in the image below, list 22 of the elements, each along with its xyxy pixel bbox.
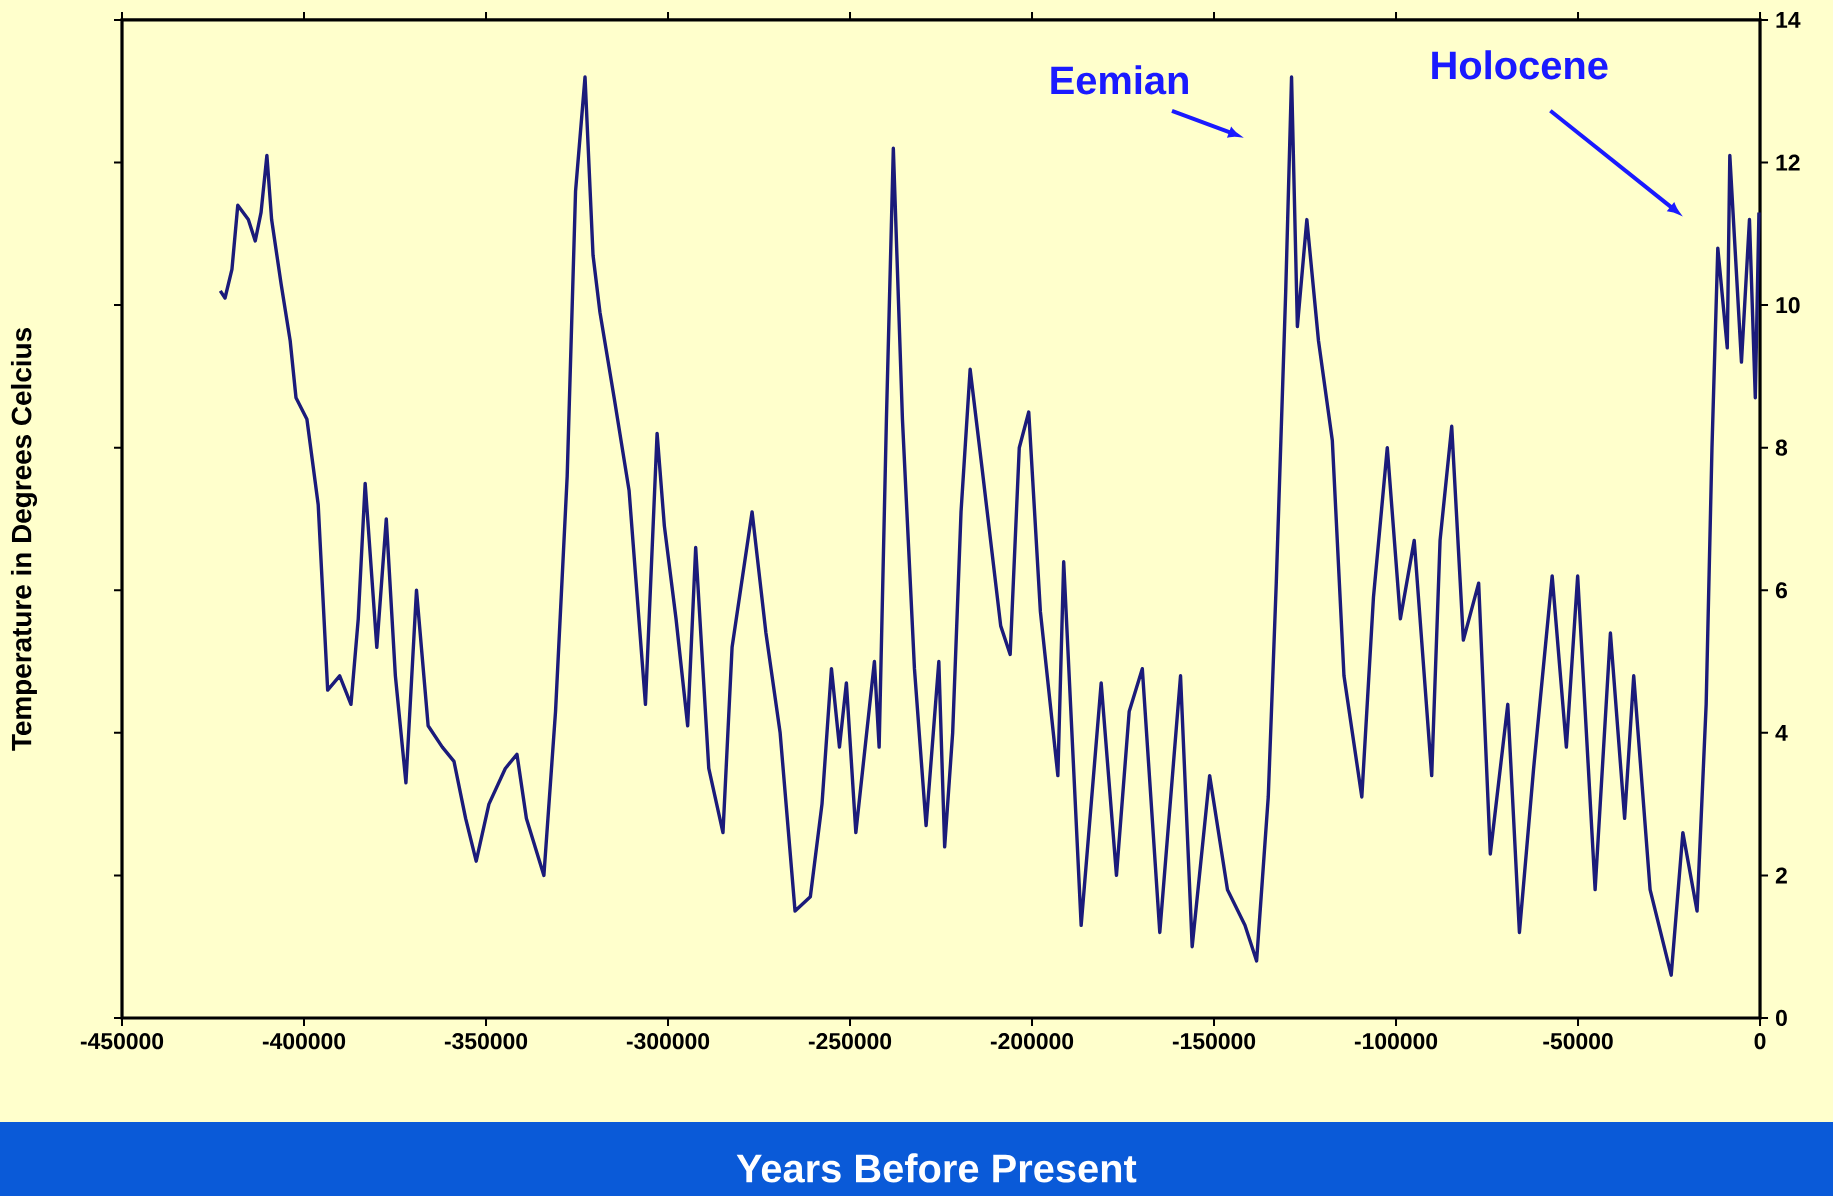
x-tick-label: -300000 xyxy=(626,1033,710,1050)
x-tick-label: -50000 xyxy=(1543,1033,1613,1050)
y-axis-title: Temperature in Degrees Celcius xyxy=(10,328,38,751)
y-tick-label: 6 xyxy=(1775,582,1787,599)
y-tick-label: 10 xyxy=(1776,297,1800,314)
x-tick-label: -450000 xyxy=(80,1033,164,1050)
x-tick-label: -350000 xyxy=(444,1033,528,1050)
annotation: Eemian xyxy=(1051,65,1188,95)
x-axis-title: Years Before Present xyxy=(736,1153,1137,1183)
y-tick-label: 0 xyxy=(1775,1009,1787,1027)
y-tick-label: 14 xyxy=(1776,12,1801,28)
y-tick-label: 8 xyxy=(1775,439,1788,456)
x-tick-label: -200000 xyxy=(990,1033,1074,1050)
x-tick-label: 0 xyxy=(1754,1033,1766,1050)
y-tick-label: 12 xyxy=(1776,154,1800,171)
x-tick-label: -250000 xyxy=(808,1033,892,1050)
x-tick-label: -400000 xyxy=(262,1033,346,1050)
x-tick-label: -100000 xyxy=(1354,1033,1438,1050)
annotation: Holocene xyxy=(1432,50,1608,80)
y-tick-label: 4 xyxy=(1775,724,1788,741)
y-tick-label: 2 xyxy=(1775,867,1787,884)
x-tick-label: -150000 xyxy=(1172,1033,1256,1050)
